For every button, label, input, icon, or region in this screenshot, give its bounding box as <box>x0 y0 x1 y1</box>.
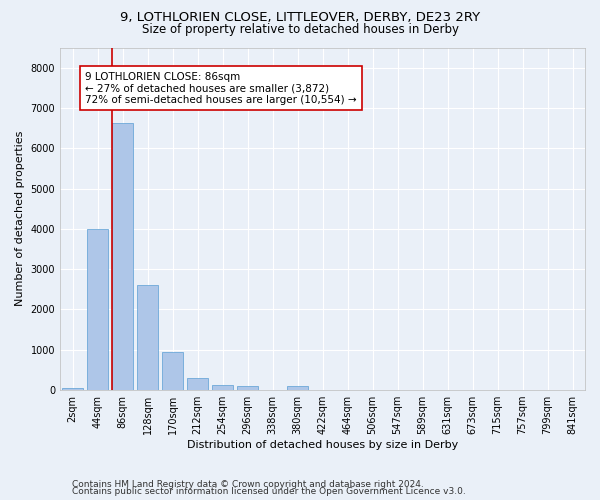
Text: Contains HM Land Registry data © Crown copyright and database right 2024.: Contains HM Land Registry data © Crown c… <box>72 480 424 489</box>
Bar <box>62 388 83 390</box>
Bar <box>112 124 133 390</box>
Text: 9 LOTHLORIEN CLOSE: 86sqm
← 27% of detached houses are smaller (3,872)
72% of se: 9 LOTHLORIEN CLOSE: 86sqm ← 27% of detac… <box>85 72 356 105</box>
Bar <box>162 352 183 390</box>
Bar <box>237 386 258 390</box>
Bar <box>87 229 108 390</box>
Bar <box>212 385 233 390</box>
Bar <box>187 378 208 390</box>
Text: 9, LOTHLORIEN CLOSE, LITTLEOVER, DERBY, DE23 2RY: 9, LOTHLORIEN CLOSE, LITTLEOVER, DERBY, … <box>120 12 480 24</box>
Text: Contains public sector information licensed under the Open Government Licence v3: Contains public sector information licen… <box>72 487 466 496</box>
Y-axis label: Number of detached properties: Number of detached properties <box>15 131 25 306</box>
Bar <box>287 386 308 390</box>
Bar <box>137 286 158 390</box>
X-axis label: Distribution of detached houses by size in Derby: Distribution of detached houses by size … <box>187 440 458 450</box>
Text: Size of property relative to detached houses in Derby: Size of property relative to detached ho… <box>142 22 458 36</box>
